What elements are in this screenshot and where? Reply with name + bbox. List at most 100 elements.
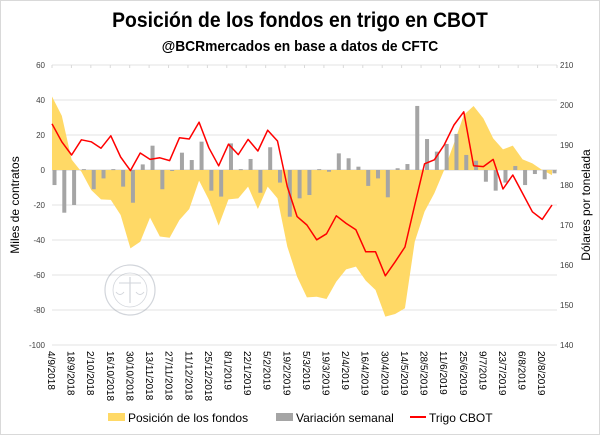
x-tick-label: 11/12/2018 (182, 351, 193, 401)
bar-variacion-semanal (385, 170, 390, 198)
x-tick-label: 19/2/2019 (280, 351, 291, 396)
bar-variacion-semanal (101, 170, 106, 179)
area-position-fondos (52, 96, 552, 317)
left-axis-ticks: 60 40 20 0 -20 -40 -60 -80 -100 (29, 61, 46, 350)
x-tick-label: 14/5/2019 (398, 351, 409, 396)
bar-variacion-semanal (52, 170, 57, 186)
bar-variacion-semanal (346, 158, 351, 170)
x-tick-label: 16/10/2018 (104, 351, 115, 401)
right-tick-label: 170 (560, 221, 574, 230)
bar-variacion-semanal (219, 170, 224, 197)
seal-watermark (104, 264, 156, 316)
x-tick-label: 2/10/2018 (84, 351, 95, 396)
right-tick-label: 140 (560, 341, 574, 350)
bar-variacion-semanal (91, 170, 96, 190)
x-tick-label: 8/1/2019 (221, 351, 232, 390)
line-trigo-cbot (51, 111, 553, 277)
chart-title: Posición de los fondos en trigo en CBOT (112, 9, 488, 32)
x-tick-label: 19/3/2019 (320, 351, 331, 396)
x-tick-label: 2/4/2019 (339, 351, 350, 390)
left-tick-label: -60 (33, 271, 45, 280)
bar-variacion-semanal (503, 170, 508, 183)
bar-variacion-semanal (62, 170, 67, 213)
bar-variacion-semanal (199, 141, 204, 170)
bar-variacion-semanal (238, 169, 243, 171)
right-tick-label: 150 (560, 301, 574, 310)
bar-variacion-semanal (258, 170, 263, 193)
bar-variacion-semanal (130, 170, 135, 203)
bar-variacion-semanal (415, 105, 420, 170)
x-tick-label: 22/1/2019 (241, 351, 252, 396)
bar-variacion-semanal (532, 170, 537, 175)
bar-variacion-semanal (81, 169, 86, 171)
legend-label-line: Trigo CBOT (429, 411, 493, 425)
bar-variacion-semanal (209, 170, 214, 191)
bar-variacion-semanal (395, 168, 400, 170)
bar-variacion-semanal (297, 170, 302, 199)
left-tick-label: 20 (36, 131, 45, 140)
x-tick-label: 5/2/2019 (261, 351, 272, 390)
right-tick-label: 200 (560, 101, 574, 110)
chart-subtitle: @BCRmercados en base a datos de CFTC (161, 38, 439, 55)
bar-variacion-semanal (307, 170, 312, 196)
bar-variacion-semanal (179, 152, 184, 170)
right-tick-label: 190 (560, 141, 574, 150)
legend-swatch-area (108, 413, 125, 421)
left-tick-label: 40 (36, 96, 45, 105)
legend-label-area: Posición de los fondos (128, 411, 248, 425)
right-axis-ticks: 210 200 190 180 170 160 150 140 (560, 61, 574, 350)
bar-variacion-semanal (336, 153, 341, 170)
x-tick-label: 30/10/2018 (123, 351, 134, 401)
left-axis-title: Miles de contratos (8, 156, 22, 253)
bar-variacion-semanal (150, 145, 155, 170)
legend-swatch-bar (276, 413, 293, 421)
bar-variacion-semanal (248, 158, 253, 170)
bar-variacion-semanal (513, 165, 518, 170)
x-tick-label: 25/12/2018 (202, 351, 213, 401)
bar-variacion-semanal (493, 170, 498, 191)
bar-variacion-semanal (552, 170, 557, 174)
legend: Posición de los fondos Variación semanal… (108, 411, 493, 425)
bar-variacion-semanal (160, 170, 165, 190)
bar-variacion-semanal (111, 169, 116, 171)
bar-variacion-semanal (317, 169, 322, 171)
bar-variacion-semanal (277, 170, 282, 183)
x-tick-label: 11/6/2019 (437, 351, 448, 395)
x-tick-label: 13/11/2018 (143, 351, 154, 401)
x-tick-label: 27/11/2018 (163, 351, 174, 401)
bar-variacion-semanal (72, 170, 77, 205)
bar-variacion-semanal (366, 170, 371, 186)
bar-variacion-semanal (542, 170, 547, 180)
x-tick-label: 6/8/2019 (516, 351, 527, 390)
bar-variacion-semanal (356, 166, 361, 170)
x-tick-label: 4/9/2018 (45, 351, 56, 390)
bar-variacion-semanal (483, 170, 488, 182)
bar-variacion-semanal (140, 164, 145, 170)
bar-variacion-semanal (464, 154, 469, 170)
right-tick-label: 210 (560, 61, 574, 70)
legend-label-bar: Variación semanal (296, 411, 394, 425)
bar-variacion-semanal (268, 147, 273, 170)
left-tick-label: 0 (41, 166, 46, 175)
area-series-layer (52, 96, 552, 317)
bar-variacion-semanal (189, 160, 194, 170)
x-tick-label: 9/7/2019 (476, 351, 487, 390)
bar-variacion-semanal (523, 170, 528, 186)
bar-variacion-semanal (444, 143, 449, 170)
bar-variacion-semanal (434, 151, 439, 170)
left-tick-label: -20 (33, 201, 45, 210)
left-tick-label: -40 (33, 236, 45, 245)
x-axis-ticks: 4/9/2018 18/9/2018 2/10/2018 16/10/2018 30/1… (45, 351, 546, 401)
line-series-layer (51, 111, 553, 277)
x-tick-label: 28/5/2019 (418, 351, 429, 396)
bar-variacion-semanal (170, 170, 175, 171)
x-tick-label: 18/9/2018 (65, 351, 76, 396)
x-tick-label: 16/4/2019 (359, 351, 370, 396)
left-tick-label: 60 (36, 61, 45, 70)
x-tick-label: 25/6/2019 (457, 351, 468, 396)
bar-variacion-semanal (405, 164, 410, 170)
bar-variacion-semanal (121, 170, 126, 187)
x-tick-label: 5/3/2019 (300, 351, 311, 390)
x-tick-label: 20/8/2019 (535, 351, 546, 396)
